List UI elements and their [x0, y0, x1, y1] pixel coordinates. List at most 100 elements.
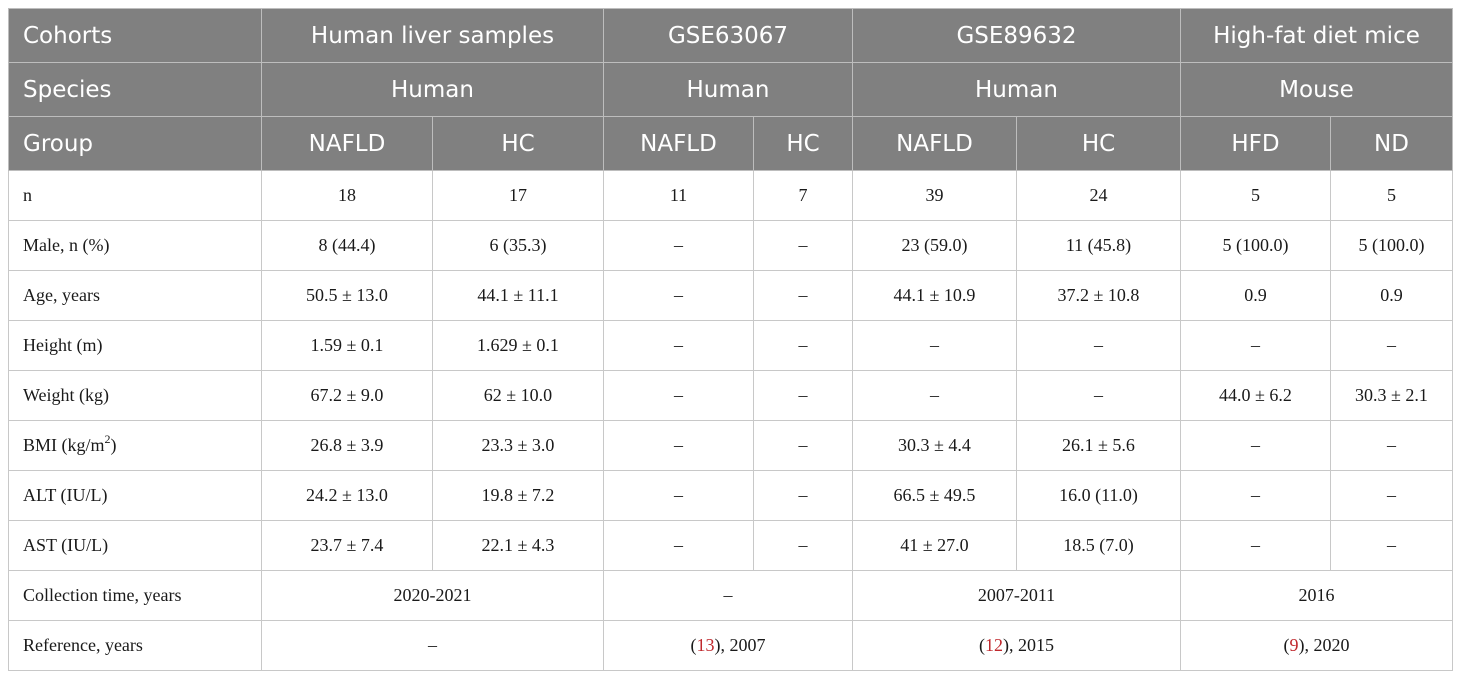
table-cell: 11: [603, 170, 754, 221]
row-label-suffix: ): [110, 435, 117, 455]
table-cell: 23.7 ± 7.4: [261, 520, 433, 571]
table-cell: 24: [1016, 170, 1181, 221]
table-cell: –: [1016, 320, 1181, 371]
table-cell: 0.9: [1330, 270, 1453, 321]
row-label: Age, years: [8, 270, 262, 321]
table-row-reference: Reference, years – (13), 2007 (12), 2015…: [8, 620, 1453, 671]
header-cell: GSE89632: [852, 8, 1181, 63]
table-cell: 22.1 ± 4.3: [432, 520, 604, 571]
table-row: Age, years 50.5 ± 13.0 44.1 ± 11.1 – – 4…: [8, 270, 1453, 321]
header-cell: Human: [261, 62, 604, 117]
table-cell: –: [261, 620, 604, 671]
header-cell: Species: [8, 62, 262, 117]
reference-cell: (12), 2015: [852, 620, 1181, 671]
table-cell: 2007-2011: [852, 570, 1181, 621]
row-label-text: BMI (kg/m: [23, 435, 105, 455]
header-cell: GSE63067: [603, 8, 853, 63]
table-cell: 5: [1330, 170, 1453, 221]
table-cell: 1.59 ± 0.1: [261, 320, 433, 371]
table-cell: 41 ± 27.0: [852, 520, 1017, 571]
header-cell: Cohorts: [8, 8, 262, 63]
row-label: Reference, years: [8, 620, 262, 671]
table-cell: –: [753, 220, 853, 271]
table-row: AST (IU/L) 23.7 ± 7.4 22.1 ± 4.3 – – 41 …: [8, 520, 1453, 571]
table-cell: –: [1330, 320, 1453, 371]
table-cell: 5 (100.0): [1330, 220, 1453, 271]
table-cell: –: [1330, 470, 1453, 521]
header-cell: Human: [603, 62, 853, 117]
table-cell: –: [603, 270, 754, 321]
table-cell: 44.1 ± 11.1: [432, 270, 604, 321]
table-cell: 66.5 ± 49.5: [852, 470, 1017, 521]
table-cell: 23.3 ± 3.0: [432, 420, 604, 471]
table-row: BMI (kg/m2) 26.8 ± 3.9 23.3 ± 3.0 – – 30…: [8, 420, 1453, 471]
reference-cell: (9), 2020: [1180, 620, 1453, 671]
reference-open: (: [1283, 635, 1290, 655]
table-cell: 5: [1180, 170, 1331, 221]
row-label: Collection time, years: [8, 570, 262, 621]
table-cell: –: [852, 320, 1017, 371]
table-cell: –: [753, 320, 853, 371]
header-cell: ND: [1330, 116, 1453, 171]
header-row-cohorts: Cohorts Human liver samples GSE63067 GSE…: [8, 8, 1453, 63]
table-cell: 17: [432, 170, 604, 221]
table-cell: 0.9: [1180, 270, 1331, 321]
table-cell: –: [753, 470, 853, 521]
header-cell: Mouse: [1180, 62, 1453, 117]
table-row: Height (m) 1.59 ± 0.1 1.629 ± 0.1 – – – …: [8, 320, 1453, 371]
table-row: ALT (IU/L) 24.2 ± 13.0 19.8 ± 7.2 – – 66…: [8, 470, 1453, 521]
table-cell: 26.8 ± 3.9: [261, 420, 433, 471]
header-cell: Human: [852, 62, 1181, 117]
header-cell: High-fat diet mice: [1180, 8, 1453, 63]
table-cell: 18: [261, 170, 433, 221]
table-cell: –: [1180, 420, 1331, 471]
header-row-group: Group NAFLD HC NAFLD HC NAFLD HC HFD ND: [8, 116, 1453, 171]
table-cell: –: [603, 470, 754, 521]
header-cell: NAFLD: [852, 116, 1017, 171]
table-row: Weight (kg) 67.2 ± 9.0 62 ± 10.0 – – – –…: [8, 370, 1453, 421]
header-cell: HC: [1016, 116, 1181, 171]
table-cell: –: [603, 420, 754, 471]
table-cell: –: [603, 570, 853, 621]
table-cell: –: [753, 420, 853, 471]
reference-link[interactable]: 13: [696, 635, 715, 655]
table-row-collection-time: Collection time, years 2020-2021 – 2007-…: [8, 570, 1453, 621]
table-cell: 19.8 ± 7.2: [432, 470, 604, 521]
table-cell: –: [753, 370, 853, 421]
table-cell: 2020-2021: [261, 570, 604, 621]
table-cell: –: [1180, 470, 1331, 521]
header-cell: HC: [753, 116, 853, 171]
reference-link[interactable]: 12: [985, 635, 1003, 655]
table-cell: 30.3 ± 4.4: [852, 420, 1017, 471]
table-cell: 37.2 ± 10.8: [1016, 270, 1181, 321]
table-cell: 30.3 ± 2.1: [1330, 370, 1453, 421]
table-cell: 62 ± 10.0: [432, 370, 604, 421]
row-label: Weight (kg): [8, 370, 262, 421]
row-label: ALT (IU/L): [8, 470, 262, 521]
table-cell: –: [852, 370, 1017, 421]
table-cell: 23 (59.0): [852, 220, 1017, 271]
table-cell: 44.1 ± 10.9: [852, 270, 1017, 321]
table-cell: 8 (44.4): [261, 220, 433, 271]
reference-open: (: [690, 635, 697, 655]
cohort-characteristics-table: Cohorts Human liver samples GSE63067 GSE…: [8, 8, 1453, 671]
row-label: AST (IU/L): [8, 520, 262, 571]
row-label: BMI (kg/m2): [8, 420, 262, 471]
table-cell: –: [1330, 420, 1453, 471]
table-cell: –: [1180, 320, 1331, 371]
header-cell: HC: [432, 116, 604, 171]
header-cell: NAFLD: [261, 116, 433, 171]
table-cell: 18.5 (7.0): [1016, 520, 1181, 571]
table-cell: 50.5 ± 13.0: [261, 270, 433, 321]
row-label: Male, n (%): [8, 220, 262, 271]
table-body: n 18 17 11 7 39 24 5 5 Male, n (%) 8 (44…: [8, 170, 1453, 671]
row-label-superscript: 2: [104, 432, 111, 446]
reference-year: ), 2015: [1003, 635, 1054, 655]
table-header: Cohorts Human liver samples GSE63067 GSE…: [8, 8, 1453, 171]
reference-open: (: [979, 635, 985, 655]
table-cell: –: [1330, 520, 1453, 571]
reference-year: ), 2007: [714, 635, 766, 655]
table-cell: –: [1016, 370, 1181, 421]
reference-link[interactable]: 9: [1289, 635, 1299, 655]
header-cell: HFD: [1180, 116, 1331, 171]
